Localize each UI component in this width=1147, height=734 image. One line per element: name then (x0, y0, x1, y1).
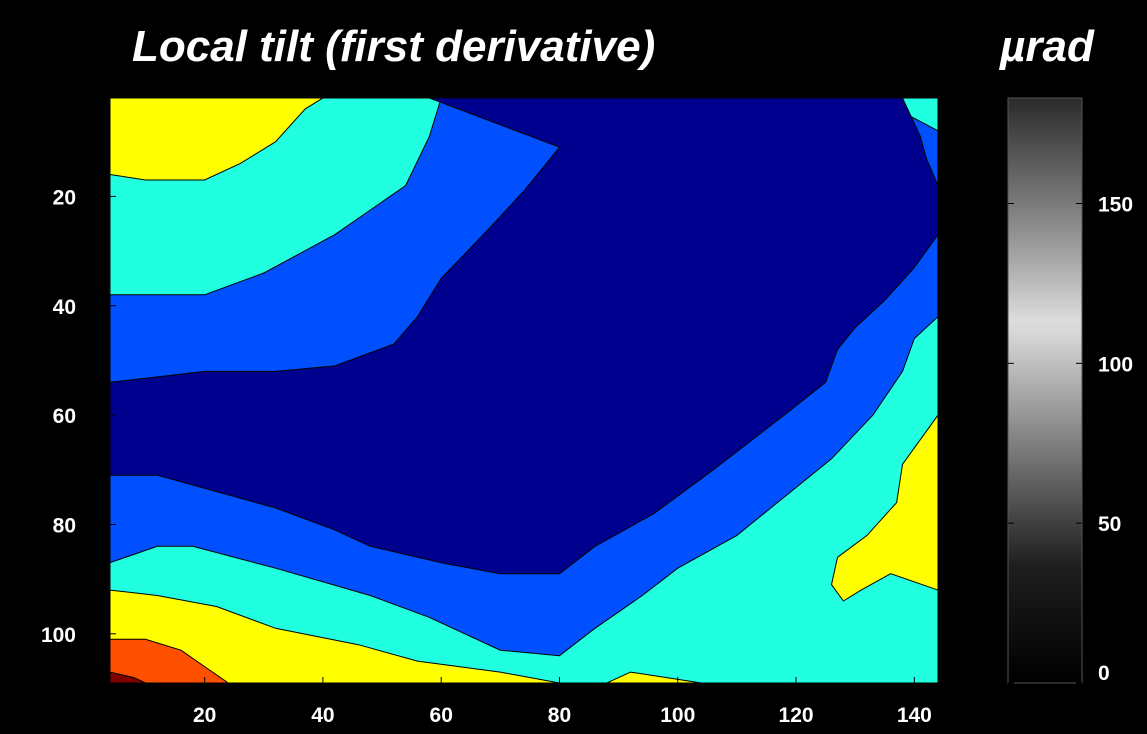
contour-region-level-4 (110, 589, 560, 683)
plot-area-frame (109, 97, 939, 684)
colorbar-tick-label: 100 (1098, 353, 1133, 376)
y-tick-label: 100 (41, 624, 76, 647)
x-tick-label: 100 (660, 704, 695, 727)
colorbar-unit-label: µrad (1000, 22, 1094, 71)
x-tick-label: 40 (311, 704, 334, 727)
colorbar-tick-label: 0 (1098, 662, 1110, 685)
colorbar-tick-label: 50 (1098, 513, 1121, 536)
contour-region-level-4 (830, 414, 938, 602)
chart-title: Local tilt (first derivative) (132, 22, 656, 71)
y-tick-label: 20 (53, 186, 76, 209)
x-tick-label: 20 (193, 704, 216, 727)
contour-region-level-5 (110, 638, 230, 683)
contour-regions (110, 98, 938, 683)
contour-region-level-1 (110, 98, 938, 575)
y-tick-label: 80 (53, 514, 76, 537)
x-tick-label: 60 (430, 704, 453, 727)
y-tick-label: 60 (53, 405, 76, 428)
contour-region-level-6 (110, 671, 146, 683)
contour-region-level-3 (110, 316, 938, 683)
colorbar (1007, 97, 1083, 684)
x-tick-label: 120 (779, 704, 814, 727)
y-tick-label: 40 (53, 296, 76, 319)
colorbar-axis: 0 50 100 150 (1008, 193, 1133, 685)
y-axis: 20 40 60 80 100 (41, 186, 116, 647)
contour-region-level-4 (110, 98, 324, 181)
colorbar-tick-label: 150 (1098, 193, 1133, 216)
x-tick-label: 80 (548, 704, 571, 727)
x-tick-label: 140 (897, 704, 932, 727)
x-axis: 20 40 60 80 100 120 140 (193, 677, 932, 727)
